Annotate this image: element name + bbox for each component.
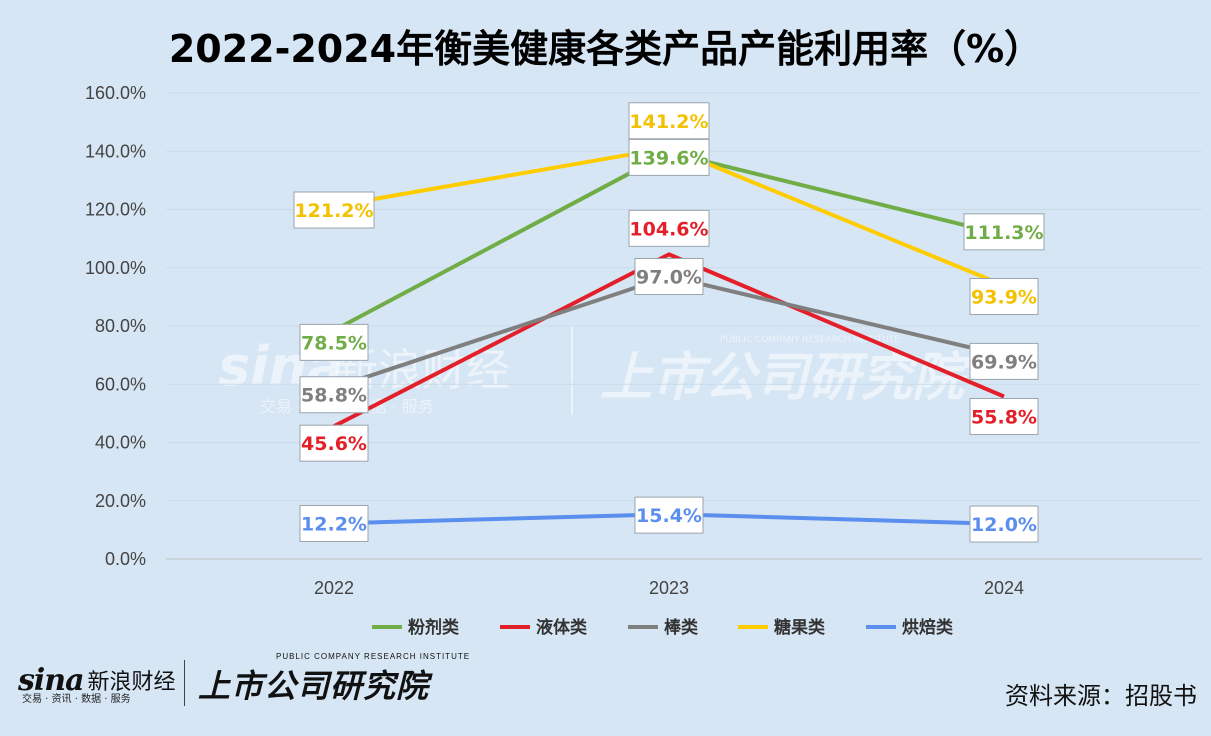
sina-mark: sina [18,662,85,698]
data-label: 15.4% [636,505,702,527]
data-label: 97.0% [636,266,702,288]
institute-name-en: PUBLIC COMPANY RESEARCH INSTITUTE [276,652,471,661]
legend-entry: 粉剂类 [408,617,460,638]
sina-slogan: 交易 · 资讯 · 数据 · 服务 [22,694,131,705]
data-label-box [969,505,1039,543]
data-label: 55.8% [971,406,1037,428]
data-label-box [634,496,704,534]
data-label-box [299,504,369,542]
data-label-box [628,138,710,176]
data-label: 141.2% [629,111,708,133]
data-label: 111.3% [964,222,1043,244]
data-label: 93.9% [971,287,1037,309]
y-tick-label: 140.0% [85,141,146,161]
y-tick-label: 40.0% [95,433,146,453]
data-label: 12.2% [301,513,367,535]
y-tick-label: 60.0% [95,374,146,394]
data-label: 104.6% [629,218,708,240]
source-note: 资料来源：招股书 [1005,682,1197,710]
institute-logo: PUBLIC COMPANY RESEARCH INSTITUTE 上市公司研究… [198,652,470,707]
sina-name: 新浪财经 [87,670,176,695]
data-label: 45.6% [301,433,367,455]
watermark-institute-en: PUBLIC COMPANY RESEARCH INSTITUTE [720,335,900,345]
data-label-box [969,397,1039,435]
data-label-box [299,323,369,361]
y-tick-label: 120.0% [85,200,146,220]
data-label-box [299,424,369,462]
data-label-box [969,278,1039,316]
legend-entry: 烘焙类 [902,617,954,638]
data-label-box [293,191,375,229]
sina-logo: sina 新浪财经 交易 · 资讯 · 数据 · 服务 [18,650,176,710]
legend-entry: 液体类 [536,617,588,638]
data-label: 78.5% [301,332,367,354]
data-label-box [628,102,710,140]
data-label: 139.6% [629,147,708,169]
data-label: 12.0% [971,514,1037,536]
institute-name-cn: 上市公司研究院 [198,667,430,705]
logo-divider [184,660,185,706]
y-tick-label: 100.0% [85,258,146,278]
data-label-box [963,213,1045,251]
x-tick-label: 2022 [314,578,354,598]
legend-entry: 棒类 [664,617,699,638]
watermark-institute-cn: 上市公司研究院 [600,348,972,408]
chart-title: 2022-2024年衡美健康各类产品产能利用率（%） [168,27,1043,71]
x-tick-label: 2023 [649,578,689,598]
y-tick-label: 160.0% [85,83,146,103]
legend-entry: 糖果类 [774,617,826,638]
data-label: 121.2% [294,200,373,222]
data-label-box [969,342,1039,380]
series-line [333,252,1005,428]
data-label-box [634,257,704,295]
data-label-box [628,209,710,247]
data-label: 58.8% [301,385,367,407]
data-label: 69.9% [971,351,1037,373]
y-tick-label: 20.0% [95,491,146,511]
y-tick-label: 80.0% [95,316,146,336]
y-tick-label: 0.0% [105,549,146,569]
data-label-box [299,376,369,414]
x-tick-label: 2024 [984,578,1024,598]
